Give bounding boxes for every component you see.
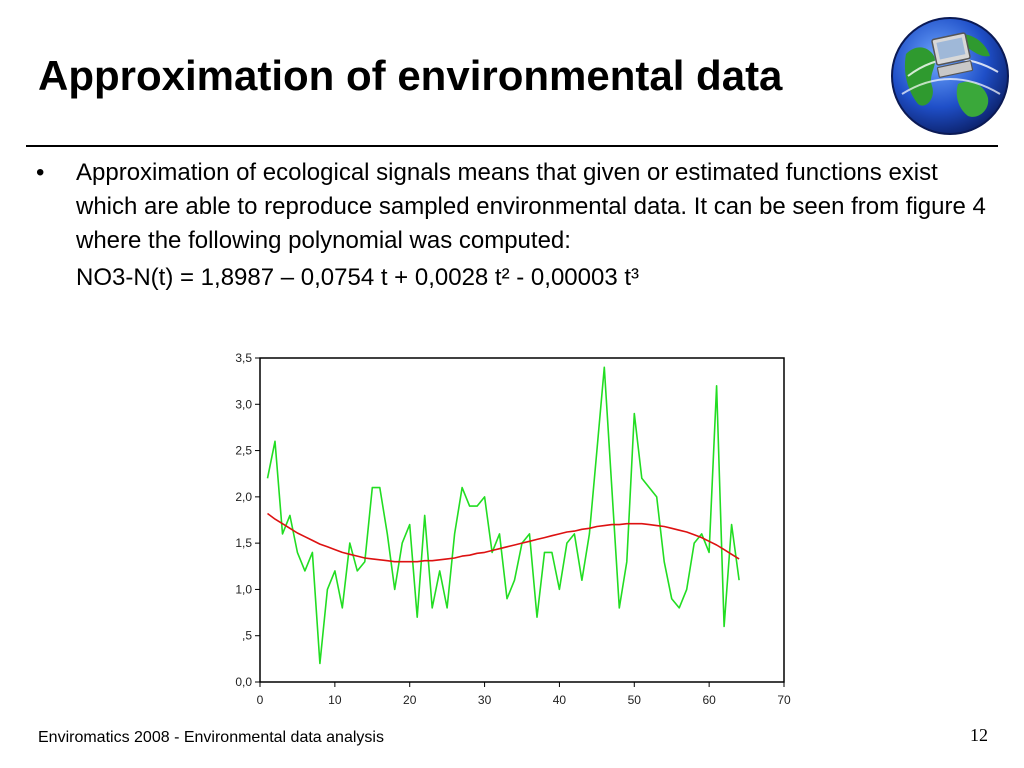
y-tick-label: 3,5 — [235, 351, 252, 365]
no3-n-line-chart: 0 10 20 30 40 50 60 70 0,0 ,5 1,0 1,5 2,0 2,5 3,0 3,5 — [235, 351, 791, 707]
page-number: 12 — [970, 725, 988, 745]
bullet-marker: • — [36, 159, 45, 186]
polynomial-formula: NO3-N(t) = 1,8987 – 0,0754 t + 0,0028 t²… — [76, 264, 640, 291]
plot-frame — [259, 357, 785, 683]
footer-text: Enviromatics 2008 - Environmental data a… — [38, 729, 384, 746]
x-tick-label: 60 — [702, 693, 716, 707]
y-tick-label: 0,0 — [235, 675, 252, 689]
x-tick-label: 0 — [257, 693, 264, 707]
x-tick-label: 50 — [628, 693, 642, 707]
slide-title: Approximation of environmental data — [38, 52, 783, 99]
y-tick-label: 3,0 — [235, 397, 252, 411]
y-tick-label: 1,5 — [235, 536, 252, 550]
measured-series-line — [266, 366, 740, 665]
x-tick-label: 20 — [403, 693, 417, 707]
y-tick-label: 2,0 — [235, 490, 252, 504]
x-tick-label: 10 — [328, 693, 342, 707]
y-tick-label: 2,5 — [235, 444, 252, 458]
polynomial-fit-line — [267, 512, 740, 563]
x-tick-label: 30 — [478, 693, 492, 707]
globe-computer-icon — [891, 17, 1009, 135]
y-tick-label: ,5 — [242, 629, 252, 643]
title-divider — [26, 145, 998, 147]
y-tick-label: 1,0 — [235, 582, 252, 596]
x-tick-label: 40 — [553, 693, 567, 707]
bullet-item: • Approximation of ecological signals me… — [36, 156, 996, 258]
bullet-list: • Approximation of ecological signals me… — [36, 156, 996, 295]
x-tick-label: 70 — [777, 693, 791, 707]
bullet-text: Approximation of ecological signals mean… — [76, 159, 986, 254]
